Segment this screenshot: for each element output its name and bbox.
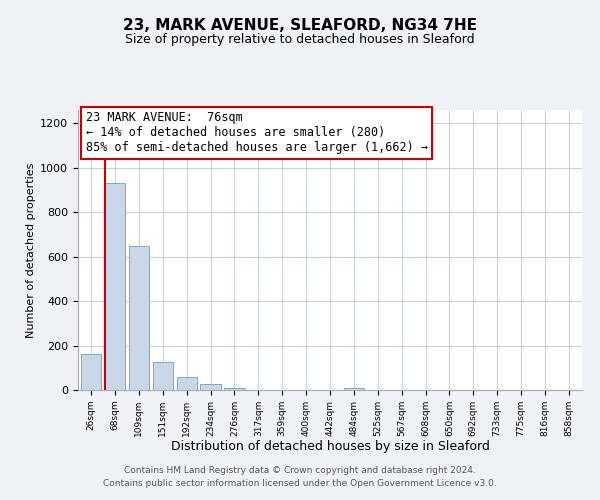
Text: Size of property relative to detached houses in Sleaford: Size of property relative to detached ho… xyxy=(125,32,475,46)
Bar xyxy=(224,388,245,390)
Y-axis label: Number of detached properties: Number of detached properties xyxy=(26,162,36,338)
Bar xyxy=(105,184,125,390)
Text: Contains HM Land Registry data © Crown copyright and database right 2024.
Contai: Contains HM Land Registry data © Crown c… xyxy=(103,466,497,487)
Text: 23 MARK AVENUE:  76sqm
← 14% of detached houses are smaller (280)
85% of semi-de: 23 MARK AVENUE: 76sqm ← 14% of detached … xyxy=(86,112,428,154)
Bar xyxy=(129,246,149,390)
X-axis label: Distribution of detached houses by size in Sleaford: Distribution of detached houses by size … xyxy=(170,440,490,454)
Bar xyxy=(152,362,173,390)
Bar xyxy=(344,388,364,390)
Bar xyxy=(81,354,101,390)
Text: 23, MARK AVENUE, SLEAFORD, NG34 7HE: 23, MARK AVENUE, SLEAFORD, NG34 7HE xyxy=(123,18,477,32)
Bar xyxy=(176,376,197,390)
Bar xyxy=(200,384,221,390)
